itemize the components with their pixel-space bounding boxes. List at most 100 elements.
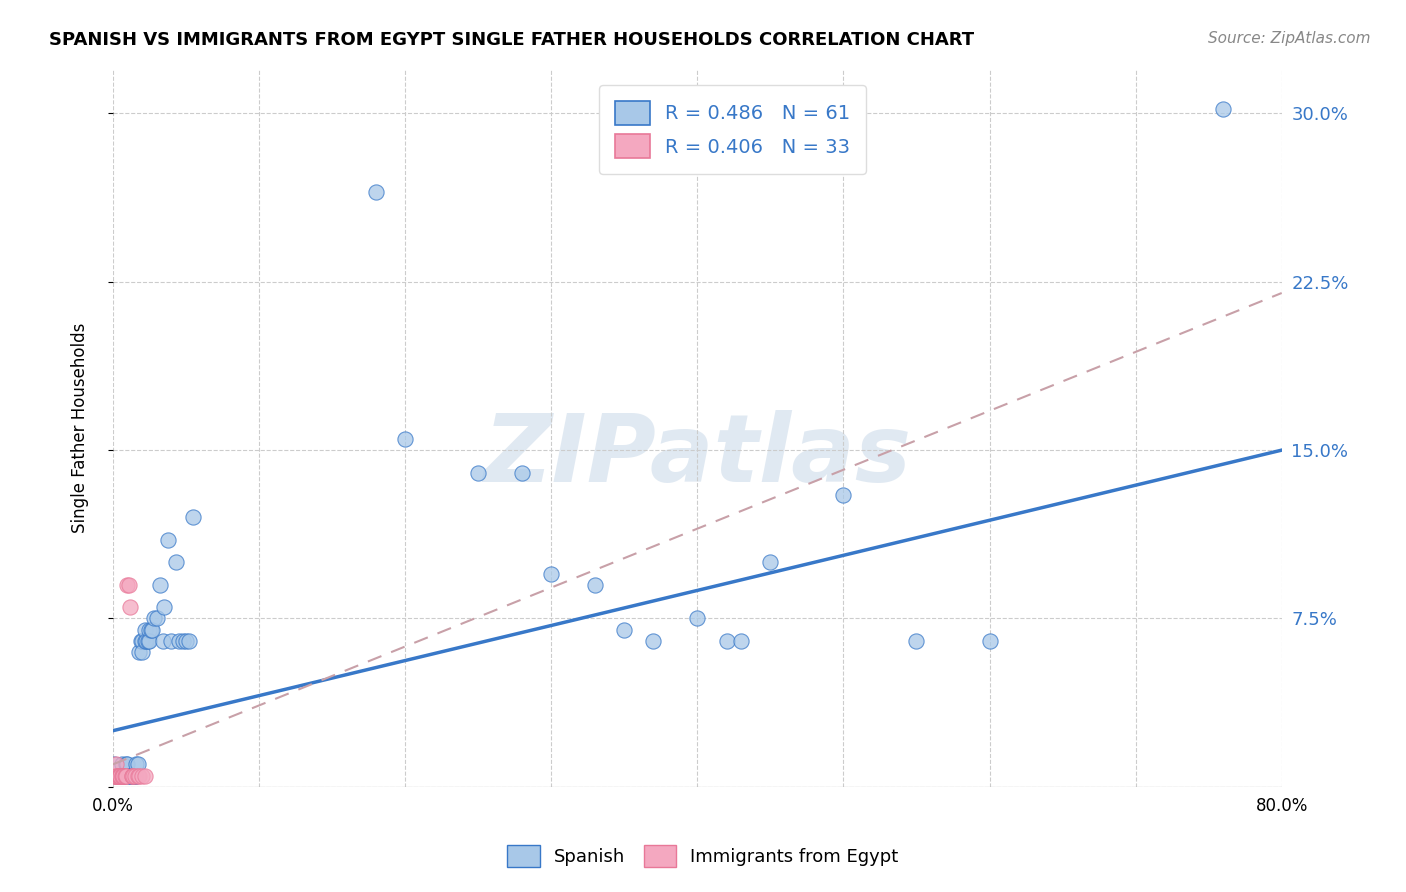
Point: [177, 634, 200, 648]
Point: [157, 533, 180, 547]
Point: [181, 510, 204, 524]
Point: [136, 634, 159, 648]
Point: [138, 623, 160, 637]
Point: [115, 769, 138, 783]
Point: [115, 757, 138, 772]
Point: [112, 769, 135, 783]
Point: [114, 769, 136, 783]
Point: [117, 578, 139, 592]
Text: Source: ZipAtlas.com: Source: ZipAtlas.com: [1208, 31, 1371, 46]
Point: [716, 634, 738, 648]
Legend: R = 0.486   N = 61, R = 0.406   N = 33: R = 0.486 N = 61, R = 0.406 N = 33: [599, 86, 866, 174]
Point: [160, 634, 183, 648]
Point: [510, 466, 533, 480]
Point: [120, 769, 142, 783]
Point: [115, 769, 138, 783]
Point: [167, 634, 190, 648]
Point: [134, 769, 156, 783]
Point: [832, 488, 855, 502]
Point: [120, 600, 142, 615]
Point: [103, 757, 125, 772]
Point: [134, 634, 156, 648]
Point: [131, 769, 153, 783]
Point: [124, 769, 146, 783]
Point: [127, 769, 149, 783]
Point: [127, 757, 149, 772]
Legend: Spanish, Immigrants from Egypt: Spanish, Immigrants from Egypt: [501, 838, 905, 874]
Point: [540, 566, 562, 581]
Point: [108, 769, 131, 783]
Point: [174, 634, 197, 648]
Point: [149, 578, 172, 592]
Point: [139, 623, 162, 637]
Point: [107, 769, 129, 783]
Point: [165, 555, 187, 569]
Point: [686, 611, 709, 625]
Point: [108, 769, 131, 783]
Point: [118, 769, 141, 783]
Point: [125, 757, 148, 772]
Point: [128, 645, 150, 659]
Point: [114, 769, 136, 783]
Point: [122, 769, 145, 783]
Point: [107, 769, 129, 783]
Point: [107, 769, 129, 783]
Point: [104, 769, 127, 783]
Point: [145, 611, 167, 625]
Point: [153, 600, 176, 615]
Point: [467, 466, 489, 480]
Point: [105, 769, 128, 783]
Point: [104, 757, 127, 772]
Point: [125, 769, 148, 783]
Point: [124, 769, 146, 783]
Point: [105, 769, 128, 783]
Point: [108, 769, 131, 783]
Point: [129, 634, 152, 648]
Point: [131, 645, 153, 659]
Point: [138, 634, 160, 648]
Point: [1212, 102, 1234, 116]
Point: [112, 769, 135, 783]
Point: [103, 769, 125, 783]
Point: [134, 623, 156, 637]
Point: [105, 769, 128, 783]
Point: [364, 185, 387, 199]
Point: [759, 555, 782, 569]
Point: [104, 769, 127, 783]
Text: ZIPatlas: ZIPatlas: [484, 410, 911, 502]
Point: [121, 769, 143, 783]
Y-axis label: Single Father Households: Single Father Households: [72, 323, 89, 533]
Point: [121, 769, 143, 783]
Point: [118, 578, 141, 592]
Point: [135, 634, 157, 648]
Point: [107, 769, 129, 783]
Point: [110, 769, 132, 783]
Point: [104, 769, 127, 783]
Point: [124, 769, 146, 783]
Point: [112, 769, 135, 783]
Point: [152, 634, 174, 648]
Point: [141, 623, 163, 637]
Point: [110, 757, 132, 772]
Point: [730, 634, 752, 648]
Point: [105, 769, 128, 783]
Point: [122, 769, 145, 783]
Point: [142, 611, 165, 625]
Point: [172, 634, 194, 648]
Point: [613, 623, 636, 637]
Point: [110, 769, 132, 783]
Point: [583, 578, 606, 592]
Point: [103, 769, 125, 783]
Point: [120, 769, 142, 783]
Point: [131, 634, 153, 648]
Point: [108, 769, 131, 783]
Point: [905, 634, 928, 648]
Point: [117, 757, 139, 772]
Point: [979, 634, 1001, 648]
Text: SPANISH VS IMMIGRANTS FROM EGYPT SINGLE FATHER HOUSEHOLDS CORRELATION CHART: SPANISH VS IMMIGRANTS FROM EGYPT SINGLE …: [49, 31, 974, 49]
Point: [112, 769, 135, 783]
Point: [128, 769, 150, 783]
Point: [394, 432, 416, 446]
Point: [643, 634, 665, 648]
Point: [121, 769, 143, 783]
